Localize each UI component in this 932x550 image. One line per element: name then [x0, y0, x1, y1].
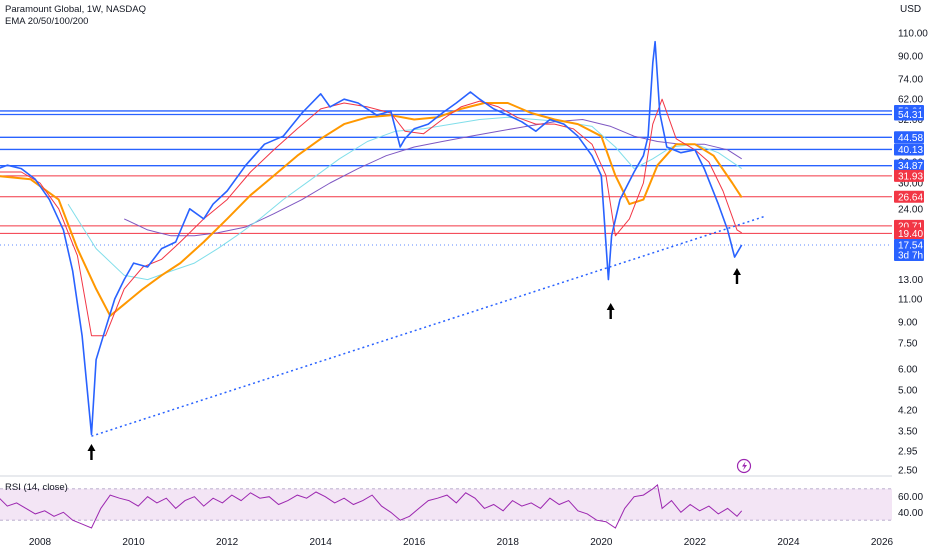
price-badge-label: 34.87	[898, 161, 923, 172]
price-tick-label: 9.00	[898, 318, 918, 329]
rsi-layer	[0, 483, 743, 529]
up-arrow-icon	[87, 444, 96, 460]
price-tick-label: 5.00	[898, 385, 918, 396]
up-arrow-icon	[732, 268, 741, 284]
price-badge: 31.93	[894, 169, 924, 182]
last-price-label: 17.54	[898, 241, 923, 252]
price-tick-label: 13.00	[898, 275, 923, 286]
alert-lightning-icon[interactable]	[736, 458, 752, 474]
ema20-line	[0, 98, 742, 337]
price-tick-label: 2.50	[898, 466, 918, 477]
time-tick-label: 2016	[403, 537, 426, 548]
price-tick-label: 24.00	[898, 204, 923, 215]
currency-label: USD	[900, 4, 921, 15]
price-badge: 44.58	[894, 131, 924, 144]
price-tick-label: 52.00	[898, 115, 923, 126]
price-badge: 19.40	[894, 227, 924, 240]
time-axis[interactable]: 2008 2010 2012 2014 2016 2018 2020 2022 2024 2026	[29, 537, 894, 548]
series-layer	[0, 40, 743, 436]
rsi-line	[0, 483, 743, 529]
time-tick-label: 2026	[871, 537, 894, 548]
price-badge-label: 54.31	[898, 110, 923, 121]
price-badge-label: 40.13	[898, 145, 923, 156]
price-badge-label: 19.40	[898, 229, 923, 240]
ema100-line	[67, 116, 742, 281]
time-tick-label: 2010	[122, 537, 145, 548]
price-badge-label: 44.58	[898, 133, 923, 144]
rsi-tick-label: 60.00	[898, 492, 923, 503]
rsi-band	[0, 488, 892, 521]
price-tick-label: 110.00	[898, 29, 928, 40]
price-badge: 34.87	[894, 159, 924, 172]
up-arrow-icon	[606, 303, 615, 319]
price-axis[interactable]: 110.0090.0074.0062.0052.0044.0036.0030.0…	[898, 29, 928, 519]
price-tick-label: 30.00	[898, 179, 923, 190]
price-tick-label: 7.50	[898, 339, 918, 350]
time-tick-label: 2018	[497, 537, 520, 548]
price-badge-label: 26.64	[898, 192, 923, 203]
trendline-layer	[91, 215, 766, 437]
trendline[interactable]	[91, 215, 766, 437]
price-tick-label: 3.50	[898, 427, 918, 438]
price-tick-label: 6.00	[898, 364, 918, 375]
arrow-layer	[87, 268, 741, 460]
ema50-line	[0, 102, 743, 317]
indicator-label: EMA 20/50/100/200	[5, 16, 88, 27]
rsi-tick-label: 40.00	[898, 508, 923, 519]
price-tick-label: 90.00	[898, 52, 923, 63]
bar-countdown-label: 3d 7h	[898, 251, 923, 262]
time-tick-label: 2008	[29, 537, 52, 548]
price-badge-label: 20.71	[898, 221, 923, 232]
price-badges: 56.0154.3144.5840.1334.8731.9326.6420.71…	[894, 104, 924, 262]
rsi-band-layer	[0, 488, 892, 521]
time-tick-label: 2024	[777, 537, 800, 548]
price-tick-label: 11.00	[898, 294, 923, 305]
time-tick-label: 2022	[684, 537, 707, 548]
time-tick-label: 2014	[310, 537, 333, 548]
price-tick-label: 2.95	[898, 446, 918, 457]
price-badge-label: 31.93	[898, 171, 923, 182]
price-tick-label: 74.00	[898, 74, 923, 85]
price-tick-label: 62.00	[898, 95, 923, 106]
rsi-label: RSI (14, close)	[5, 482, 68, 493]
price-badge: 54.31	[894, 108, 924, 121]
time-tick-label: 2012	[216, 537, 239, 548]
price-badge: 40.13	[894, 143, 924, 156]
price-badge: 26.64	[894, 190, 924, 203]
chart-title: Paramount Global, 1W, NASDAQ	[5, 4, 146, 15]
price-tick-label: 4.20	[898, 406, 918, 417]
price-line	[0, 40, 743, 436]
time-tick-label: 2020	[590, 537, 613, 548]
ema200-line	[123, 119, 742, 237]
